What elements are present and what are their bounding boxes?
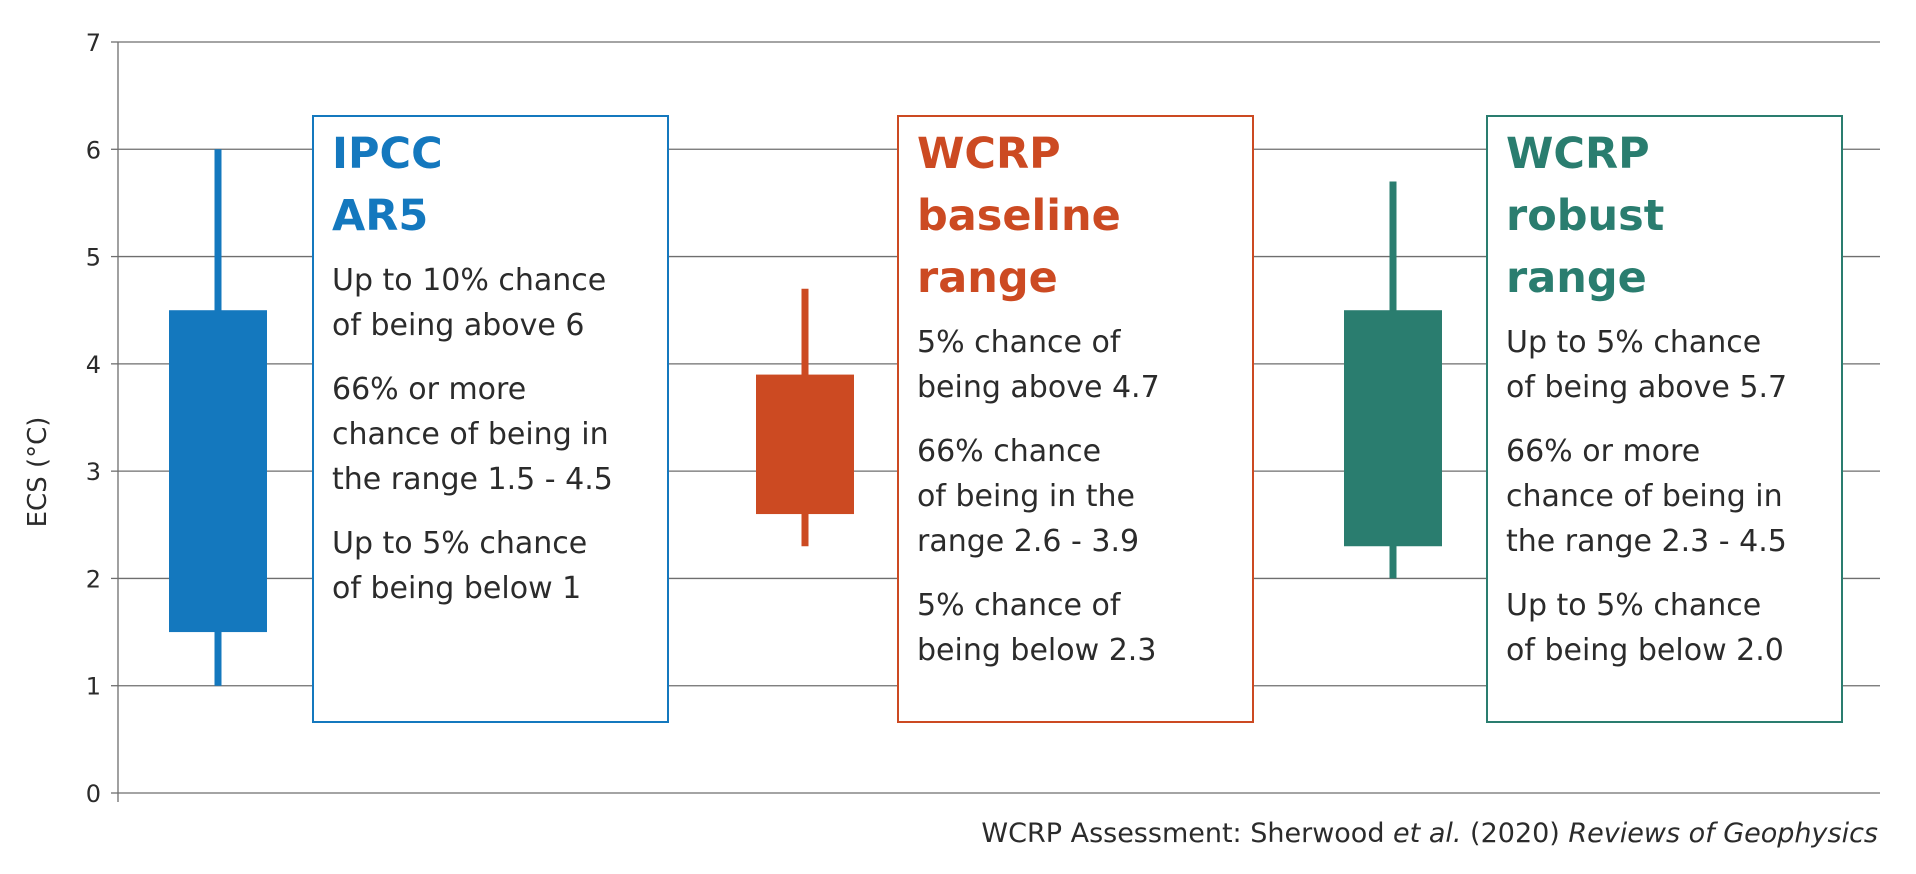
y-tick-label-5: 5: [86, 244, 101, 272]
series-2-paragraph-1-line-1: 5% chance of: [917, 325, 1122, 360]
y-tick-label-0: 0: [86, 780, 101, 808]
series-3-title-line-2: robust: [1506, 191, 1664, 241]
series-2-paragraph-3-line-2: being below 2.3: [917, 633, 1156, 668]
series-2-paragraph-2-line-1: 66% chance: [917, 434, 1101, 469]
series-3-paragraph-2-line-2: chance of being in: [1506, 479, 1783, 514]
y-tick-label-3: 3: [86, 458, 101, 486]
series-1-paragraph-1-line-1: Up to 10% chance: [332, 263, 606, 298]
series-2-annotation-frame: [897, 115, 1254, 723]
series-3-paragraph-3-line-1: Up to 5% chance: [1506, 588, 1761, 623]
source-year: (2020): [1461, 818, 1568, 849]
series-2-title-line-2: baseline: [917, 191, 1121, 241]
y-tick-label-2: 2: [86, 565, 101, 593]
series-2-paragraph-1-line-2: being above 4.7: [917, 370, 1160, 405]
source-citation: WCRP Assessment: Sherwood et al. (2020) …: [981, 818, 1878, 849]
series-1-paragraph-3-line-1: Up to 5% chance: [332, 526, 587, 561]
series-2-title-line-3: range: [917, 253, 1058, 303]
series-3-paragraph-2-line-1: 66% or more: [1506, 434, 1700, 469]
series-1-paragraph-3-line-2: of being below 1: [332, 571, 581, 606]
y-tick-label-6: 6: [86, 136, 101, 164]
series-1-annotation-frame: [312, 115, 669, 723]
series-2-paragraph-3-line-1: 5% chance of: [917, 588, 1122, 623]
annotation-boxes: IPCC AR5 Up to 10% chance of being above 6 6…: [312, 115, 1843, 723]
y-tick-label-4: 4: [86, 351, 101, 379]
series-1-paragraph-1-line-2: of being above 6: [332, 308, 585, 343]
series-3-box: [1344, 310, 1442, 547]
series-3-paragraph-1-line-2: of being above 5.7: [1506, 370, 1787, 405]
series-2-title-line-1: WCRP: [917, 129, 1061, 179]
series-1-paragraph-2-line-3: the range 1.5 - 4.5: [332, 462, 613, 497]
y-tick-label-1: 1: [86, 673, 101, 701]
y-tick-label-7: 7: [86, 29, 101, 57]
series-3-title-line-3: range: [1506, 253, 1647, 303]
series-3-paragraph-3-line-2: of being below 2.0: [1506, 633, 1784, 668]
y-axis: 0 1 2 3 4 5 6 7: [86, 29, 119, 808]
series-3-paragraph-2-line-3: the range 2.3 - 4.5: [1506, 524, 1787, 559]
series-3-paragraph-1-line-1: Up to 5% chance: [1506, 325, 1761, 360]
series-3-annotation-frame: [1486, 115, 1843, 723]
series-2-box: [756, 374, 854, 515]
series-1-box: [169, 310, 267, 633]
series-3-title-line-1: WCRP: [1506, 129, 1650, 179]
series-1-paragraph-2-line-2: chance of being in: [332, 417, 609, 452]
box-marks: [169, 149, 1442, 686]
source-etal: et al.: [1393, 818, 1461, 849]
y-axis-label: ECS (°C): [23, 417, 53, 528]
series-1-paragraph-2-line-1: 66% or more: [332, 372, 526, 407]
series-1-title-line-2: AR5: [332, 191, 428, 241]
series-1-title-line-1: IPCC: [332, 129, 443, 179]
source-prefix: WCRP Assessment: Sherwood: [981, 818, 1393, 849]
series-2-paragraph-2-line-2: of being in the: [917, 479, 1135, 514]
series-2-paragraph-2-line-3: range 2.6 - 3.9: [917, 524, 1139, 559]
source-journal: Reviews of Geophysics: [1568, 818, 1878, 849]
